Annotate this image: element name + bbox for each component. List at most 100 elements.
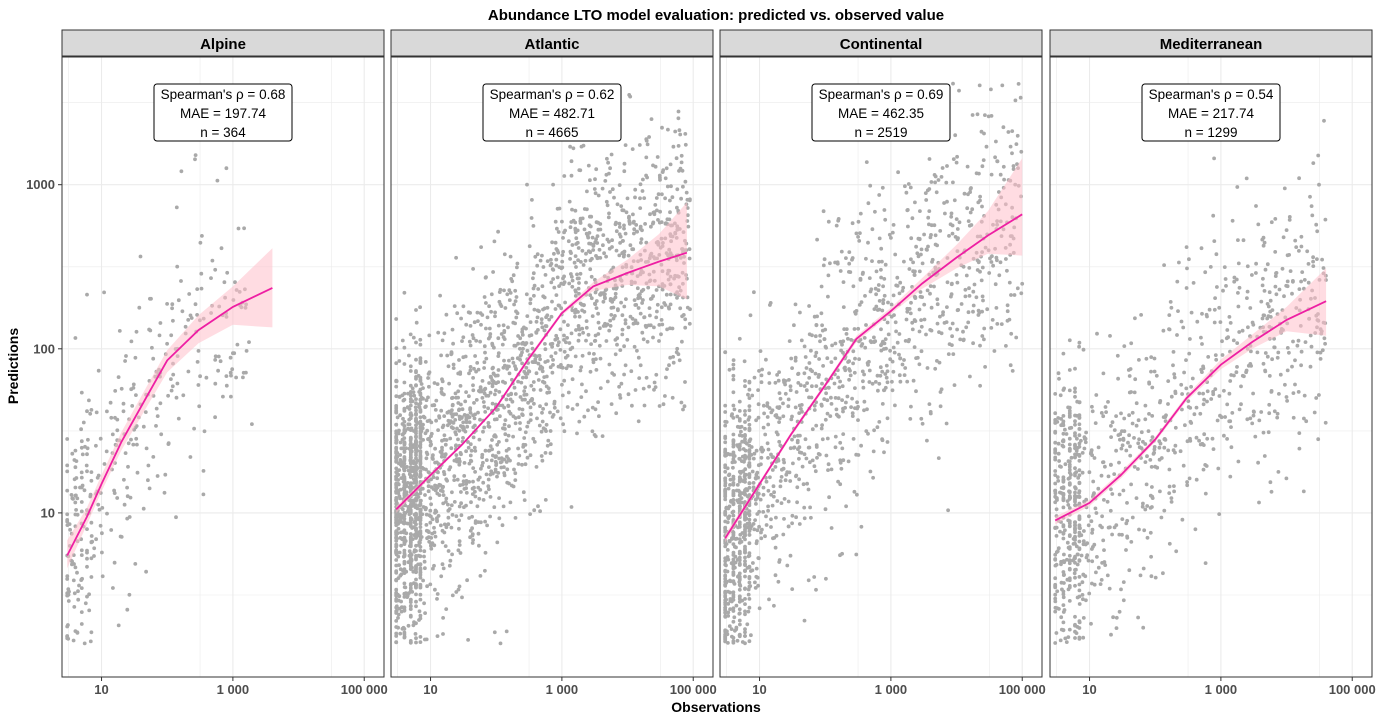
data-point bbox=[461, 436, 465, 440]
data-point bbox=[1288, 215, 1292, 219]
data-point bbox=[620, 208, 624, 212]
data-point bbox=[418, 305, 422, 309]
panel-strip-label: Continental bbox=[840, 36, 923, 53]
data-point bbox=[561, 250, 565, 254]
data-point bbox=[794, 356, 798, 360]
data-point bbox=[445, 438, 449, 442]
data-point bbox=[245, 349, 249, 353]
data-point bbox=[639, 182, 643, 186]
data-point bbox=[1277, 392, 1281, 396]
data-point bbox=[115, 496, 119, 500]
data-point bbox=[1230, 445, 1234, 449]
data-point bbox=[926, 289, 930, 293]
data-point bbox=[1111, 615, 1115, 619]
data-point bbox=[781, 402, 785, 406]
data-point bbox=[841, 407, 845, 411]
data-point bbox=[484, 551, 488, 555]
data-point bbox=[1187, 405, 1191, 409]
data-point bbox=[514, 344, 518, 348]
data-point bbox=[551, 415, 555, 419]
data-point bbox=[163, 491, 167, 495]
data-point bbox=[930, 223, 934, 227]
data-point bbox=[930, 306, 934, 310]
data-point bbox=[732, 636, 736, 640]
data-point bbox=[529, 418, 533, 422]
data-point bbox=[872, 428, 876, 432]
data-point bbox=[1184, 387, 1188, 391]
data-point bbox=[1062, 603, 1066, 607]
data-point bbox=[418, 609, 422, 613]
data-point bbox=[419, 461, 423, 465]
data-point bbox=[853, 490, 857, 494]
data-point bbox=[532, 224, 536, 228]
data-point bbox=[1000, 322, 1004, 326]
data-point bbox=[429, 502, 433, 506]
data-point bbox=[920, 349, 924, 353]
data-point bbox=[199, 272, 203, 276]
data-point bbox=[1116, 354, 1120, 358]
data-point bbox=[880, 309, 884, 313]
data-point bbox=[1113, 428, 1117, 432]
data-point bbox=[396, 616, 400, 620]
data-point bbox=[761, 510, 765, 514]
data-point bbox=[678, 133, 682, 137]
data-point bbox=[605, 157, 609, 161]
data-point bbox=[147, 328, 151, 332]
data-point bbox=[909, 236, 913, 240]
data-point bbox=[622, 169, 626, 173]
data-point bbox=[399, 544, 403, 548]
data-point bbox=[1116, 377, 1120, 381]
data-point bbox=[589, 242, 593, 246]
data-point bbox=[65, 512, 69, 516]
data-point bbox=[743, 634, 747, 638]
data-point bbox=[748, 575, 752, 579]
data-point bbox=[427, 489, 431, 493]
data-point bbox=[607, 216, 611, 220]
data-point bbox=[601, 233, 605, 237]
data-point bbox=[852, 284, 856, 288]
data-point bbox=[471, 388, 475, 392]
data-point bbox=[1081, 471, 1085, 475]
data-point bbox=[394, 317, 398, 321]
data-point bbox=[738, 634, 742, 638]
data-point bbox=[403, 392, 407, 396]
data-point bbox=[1089, 622, 1093, 626]
data-point bbox=[683, 326, 687, 330]
data-point bbox=[732, 567, 736, 571]
data-point bbox=[394, 411, 398, 415]
data-point bbox=[541, 459, 545, 463]
data-point bbox=[225, 384, 229, 388]
data-point bbox=[461, 483, 465, 487]
data-point bbox=[976, 112, 980, 116]
data-point bbox=[213, 268, 217, 272]
data-point bbox=[544, 273, 548, 277]
data-point bbox=[859, 277, 863, 281]
data-point bbox=[507, 359, 511, 363]
data-point bbox=[394, 523, 398, 527]
data-point bbox=[909, 257, 913, 261]
data-point bbox=[736, 639, 740, 643]
data-point bbox=[938, 229, 942, 233]
data-point bbox=[171, 319, 175, 323]
data-point bbox=[741, 640, 745, 644]
data-point bbox=[743, 523, 747, 527]
data-point bbox=[777, 440, 781, 444]
data-point bbox=[478, 476, 482, 480]
data-point bbox=[1203, 270, 1207, 274]
data-point bbox=[1253, 435, 1257, 439]
data-point bbox=[425, 536, 429, 540]
data-point bbox=[1053, 469, 1057, 473]
data-point bbox=[920, 325, 924, 329]
data-point bbox=[550, 240, 554, 244]
data-point bbox=[593, 302, 597, 306]
data-point bbox=[784, 392, 788, 396]
data-point bbox=[818, 334, 822, 338]
data-point bbox=[860, 525, 864, 529]
data-point bbox=[459, 490, 463, 494]
data-point bbox=[1097, 566, 1101, 570]
data-point bbox=[639, 241, 643, 245]
data-point bbox=[89, 640, 93, 644]
data-point bbox=[752, 481, 756, 485]
data-point bbox=[90, 541, 94, 545]
